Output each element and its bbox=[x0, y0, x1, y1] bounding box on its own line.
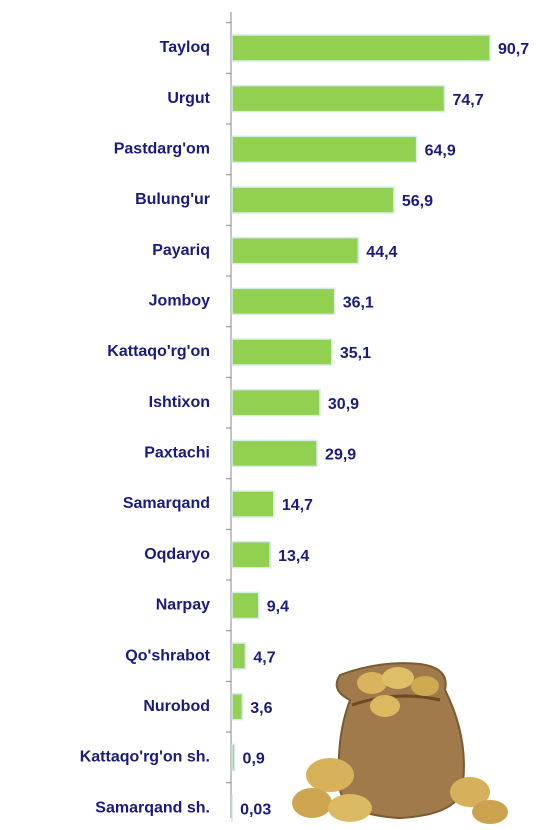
value-label: 0,03 bbox=[240, 801, 271, 818]
category-label: Kattaqo'rg'on bbox=[107, 343, 210, 360]
value-label: 74,7 bbox=[452, 92, 483, 109]
bar bbox=[231, 186, 395, 214]
category-label: Oqdaryo bbox=[144, 546, 210, 563]
bar bbox=[231, 692, 243, 721]
value-label: 13,4 bbox=[278, 548, 309, 565]
category-label: Samarqand sh. bbox=[95, 799, 210, 816]
category-label: Ishtixon bbox=[149, 394, 210, 411]
category-label: Qo'shrabot bbox=[125, 647, 210, 664]
bar bbox=[231, 84, 446, 113]
bar bbox=[231, 540, 271, 569]
bar bbox=[231, 388, 321, 417]
value-label: 29,9 bbox=[325, 447, 356, 464]
category-label: Paxtachi bbox=[144, 445, 210, 462]
bar bbox=[231, 34, 491, 62]
bar bbox=[231, 490, 275, 518]
bar bbox=[231, 338, 333, 366]
potato-sack bbox=[292, 662, 508, 824]
category-label: Samarqand bbox=[123, 495, 210, 512]
value-label: 36,1 bbox=[343, 295, 374, 312]
value-label: 35,1 bbox=[340, 345, 371, 362]
value-label: 56,9 bbox=[402, 193, 433, 210]
category-label: Jomboy bbox=[149, 293, 210, 310]
category-label: Bulung'ur bbox=[135, 191, 210, 208]
bar bbox=[231, 743, 236, 772]
value-label: 30,9 bbox=[328, 396, 359, 413]
value-label: 4,7 bbox=[253, 649, 275, 666]
bar bbox=[231, 135, 418, 164]
value-label: 0,9 bbox=[243, 751, 265, 768]
bar bbox=[231, 642, 247, 670]
bar bbox=[231, 439, 318, 468]
category-label: Tayloq bbox=[160, 39, 210, 56]
value-label: 90,7 bbox=[498, 41, 529, 58]
value-label: 3,6 bbox=[250, 700, 272, 717]
category-label: Pastdarg'om bbox=[114, 141, 210, 158]
category-label: Narpay bbox=[156, 597, 210, 614]
bar bbox=[231, 287, 336, 316]
category-label: Nurobod bbox=[143, 698, 210, 715]
bar bbox=[231, 236, 360, 265]
value-label: 44,4 bbox=[366, 244, 397, 261]
value-label: 14,7 bbox=[282, 497, 313, 514]
category-label: Payariq bbox=[152, 242, 210, 259]
category-label: Urgut bbox=[167, 90, 210, 107]
category-label: Kattaqo'rg'on sh. bbox=[80, 749, 210, 766]
bar bbox=[231, 591, 260, 620]
value-label: 9,4 bbox=[267, 599, 289, 616]
value-label: 64,9 bbox=[425, 143, 456, 160]
